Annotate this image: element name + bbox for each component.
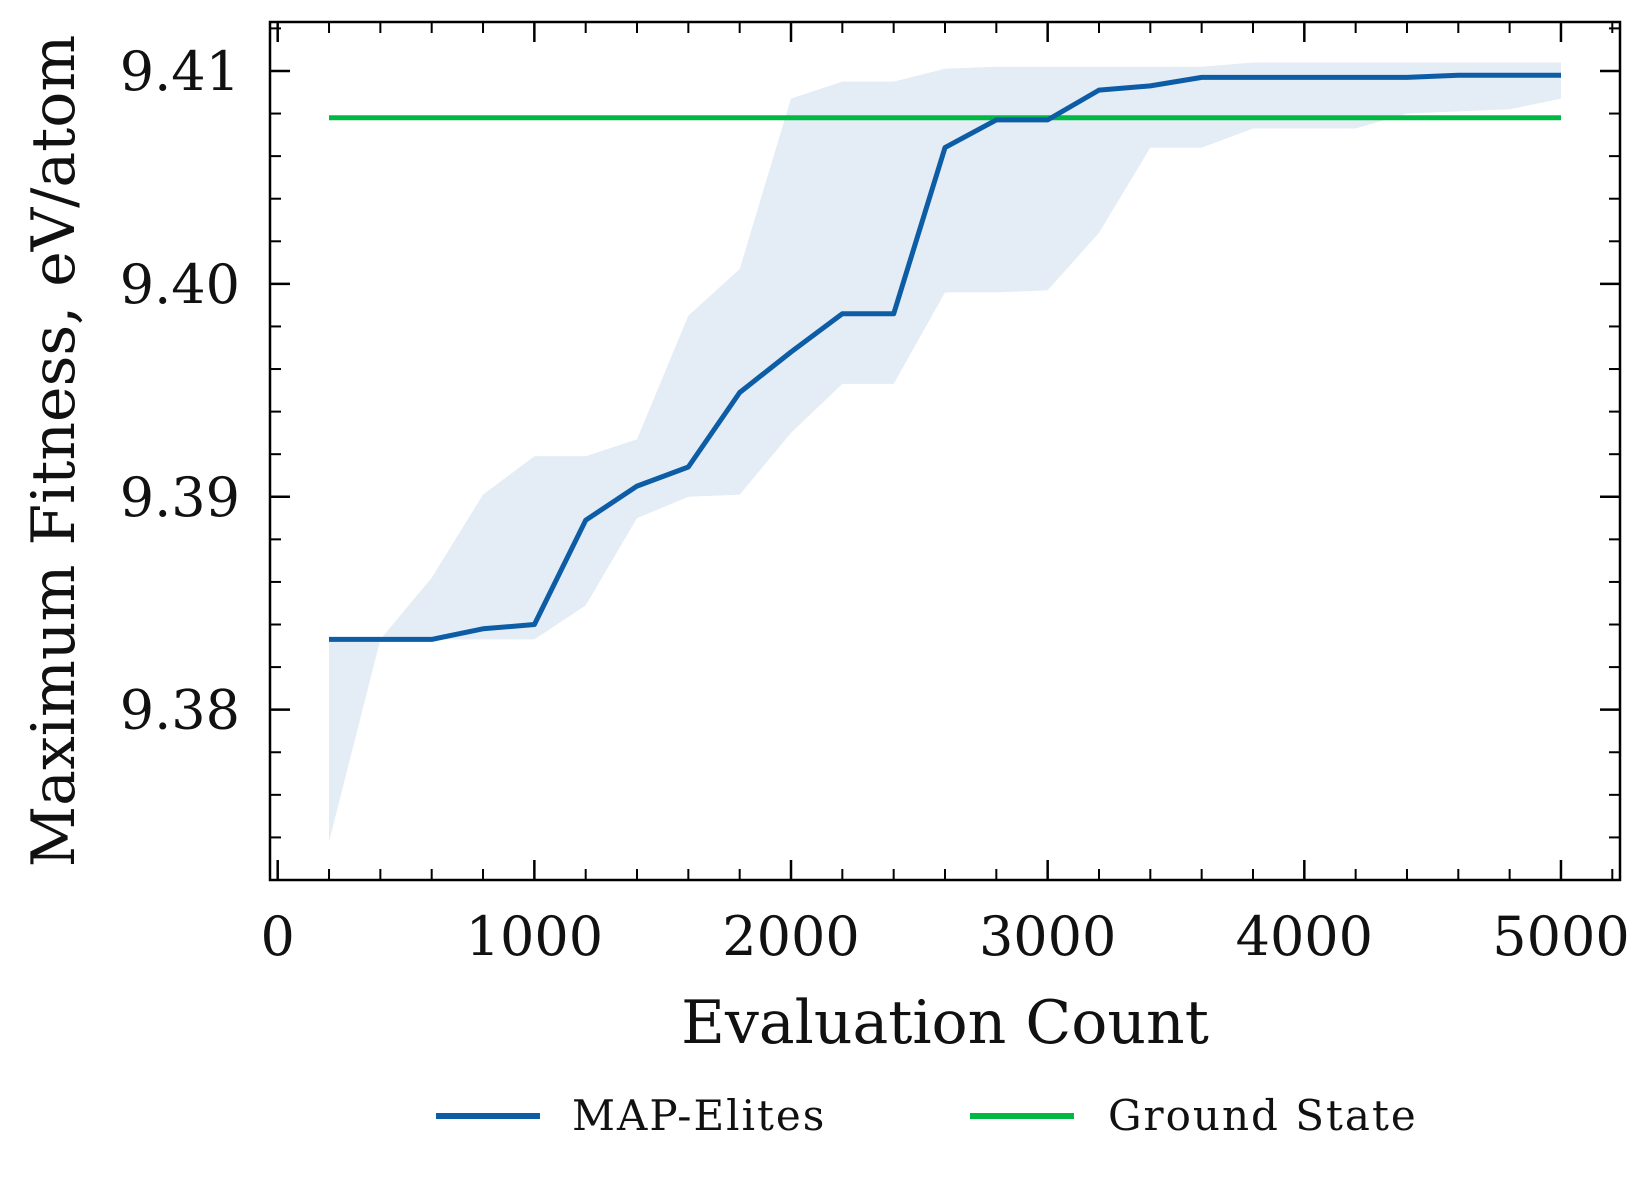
x-tick-label: 0 — [261, 905, 295, 968]
x-tick-label: 5000 — [1492, 905, 1629, 968]
y-tick-label: 9.40 — [120, 253, 240, 316]
band-layer — [329, 62, 1561, 842]
y-tick-label: 9.41 — [120, 40, 240, 103]
y-tick-label: 9.38 — [120, 679, 240, 742]
legend: MAP-Elites Ground State — [436, 1091, 1418, 1140]
x-axis-label: Evaluation Count — [681, 988, 1209, 1058]
x-tick-label: 3000 — [979, 905, 1116, 968]
x-tick-label: 1000 — [466, 905, 603, 968]
x-tick-labels: 0 1000 2000 3000 4000 5000 — [261, 905, 1630, 968]
map-elites-line — [329, 72, 1561, 642]
tick-layer — [270, 22, 1620, 881]
y-tick-label: 9.39 — [120, 466, 240, 529]
y-axis-label: Maximum Fitness, eV/atom — [19, 35, 89, 868]
legend-label-map-elites: MAP-Elites — [572, 1091, 826, 1140]
map-elites-band — [329, 62, 1561, 842]
x-tick-label: 4000 — [1236, 905, 1373, 968]
y-tick-labels: 9.38 9.39 9.40 9.41 — [120, 40, 240, 742]
x-tick-label: 2000 — [722, 905, 859, 968]
line-layer — [329, 72, 1561, 642]
legend-label-ground-state: Ground State — [1108, 1091, 1418, 1140]
